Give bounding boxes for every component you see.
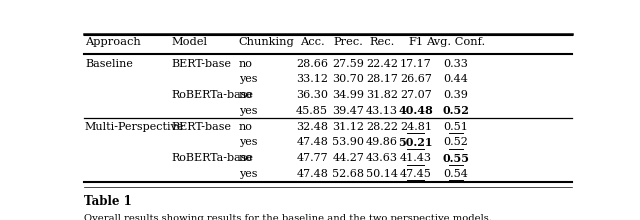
Text: 17.17: 17.17 [400, 59, 431, 69]
Text: 28.66: 28.66 [296, 59, 328, 69]
Text: Chunking: Chunking [239, 37, 294, 48]
Text: 47.48: 47.48 [296, 169, 328, 179]
Text: yes: yes [239, 106, 257, 116]
Text: 0.39: 0.39 [444, 90, 468, 100]
Text: 47.77: 47.77 [296, 153, 328, 163]
Text: 0.55: 0.55 [442, 153, 470, 164]
Text: 0.52: 0.52 [444, 138, 468, 147]
Text: Prec.: Prec. [333, 37, 364, 48]
Text: no: no [239, 122, 253, 132]
Text: Table 1: Table 1 [84, 195, 132, 208]
Text: F1: F1 [408, 37, 423, 48]
Text: 36.30: 36.30 [296, 90, 328, 100]
Text: 50.14: 50.14 [366, 169, 398, 179]
Text: 40.48: 40.48 [399, 105, 433, 116]
Text: 31.12: 31.12 [332, 122, 364, 132]
Text: 47.48: 47.48 [296, 138, 328, 147]
Text: 0.44: 0.44 [444, 74, 468, 84]
Text: 43.63: 43.63 [366, 153, 398, 163]
Text: 50.21: 50.21 [399, 137, 433, 148]
Text: 30.70: 30.70 [332, 74, 364, 84]
Text: 43.13: 43.13 [366, 106, 398, 116]
Text: 39.47: 39.47 [332, 106, 364, 116]
Text: 34.99: 34.99 [332, 90, 364, 100]
Text: 41.43: 41.43 [400, 153, 432, 163]
Text: 45.85: 45.85 [296, 106, 328, 116]
Text: 32.48: 32.48 [296, 122, 328, 132]
Text: yes: yes [239, 138, 257, 147]
Text: 22.42: 22.42 [366, 59, 398, 69]
Text: BERT-base: BERT-base [172, 59, 232, 69]
Text: 49.86: 49.86 [366, 138, 398, 147]
Text: 28.17: 28.17 [366, 74, 398, 84]
Text: Avg. Conf.: Avg. Conf. [426, 37, 486, 48]
Text: 24.81: 24.81 [400, 122, 432, 132]
Text: 44.27: 44.27 [332, 153, 364, 163]
Text: BERT-base: BERT-base [172, 122, 232, 132]
Text: yes: yes [239, 74, 257, 84]
Text: RoBERTa-base: RoBERTa-base [172, 90, 253, 100]
Text: Model: Model [172, 37, 208, 48]
Text: 0.33: 0.33 [444, 59, 468, 69]
Text: 52.68: 52.68 [332, 169, 364, 179]
Text: 0.52: 0.52 [442, 105, 469, 116]
Text: yes: yes [239, 169, 257, 179]
Text: Acc.: Acc. [300, 37, 324, 48]
Text: Approach: Approach [85, 37, 141, 48]
Text: Multi-Perspective: Multi-Perspective [85, 122, 184, 132]
Text: 27.07: 27.07 [400, 90, 431, 100]
Text: 0.54: 0.54 [444, 169, 468, 179]
Text: 27.59: 27.59 [332, 59, 364, 69]
Text: Overall results showing results for the baseline and the two perspective models.: Overall results showing results for the … [84, 214, 492, 220]
Text: Rec.: Rec. [369, 37, 395, 48]
Text: 33.12: 33.12 [296, 74, 328, 84]
Text: Baseline: Baseline [85, 59, 133, 69]
Text: no: no [239, 59, 253, 69]
Text: RoBERTa-base: RoBERTa-base [172, 153, 253, 163]
Text: 53.90: 53.90 [332, 138, 364, 147]
Text: 26.67: 26.67 [400, 74, 432, 84]
Text: 0.51: 0.51 [444, 122, 468, 132]
Text: no: no [239, 153, 253, 163]
Text: no: no [239, 90, 253, 100]
Text: 31.82: 31.82 [366, 90, 398, 100]
Text: 47.45: 47.45 [400, 169, 432, 179]
Text: 28.22: 28.22 [366, 122, 398, 132]
